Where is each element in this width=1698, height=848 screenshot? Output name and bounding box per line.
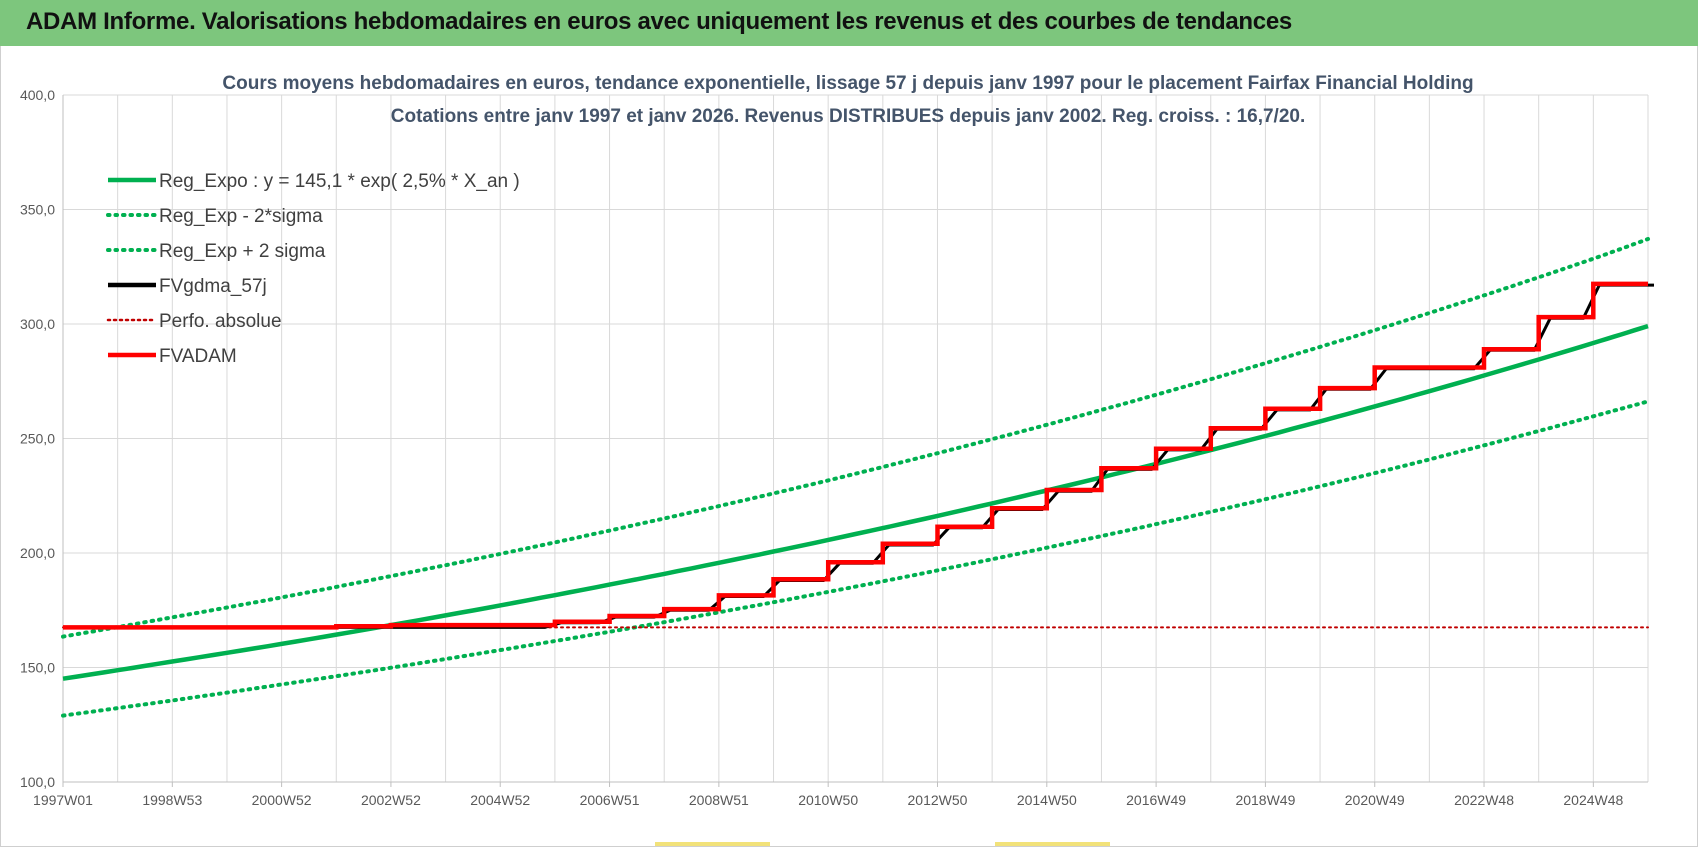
- x-tick-label: 1998W53: [142, 792, 202, 808]
- x-tick-label: 2002W52: [361, 792, 421, 808]
- series-line-reg-exp-2-sigma: [61, 237, 1650, 639]
- x-tick-label: 2006W51: [580, 792, 640, 808]
- x-tick-label: 2008W51: [689, 792, 749, 808]
- series-layer: [61, 237, 1654, 718]
- page-title: ADAM Informe. Valorisations hebdomadaire…: [26, 8, 1292, 35]
- legend-entry: Reg_Exp + 2 sigma: [159, 241, 326, 262]
- y-tick-label: 200,0: [20, 545, 55, 561]
- bottom-mark-2: [995, 842, 1110, 846]
- legend-entry: FVADAM: [159, 346, 237, 367]
- x-tick-label: 2016W49: [1126, 792, 1186, 808]
- y-tick-label: 300,0: [20, 316, 55, 332]
- x-tick-label: 2018W49: [1235, 792, 1295, 808]
- axis-layer: 400,0 350,0 300,0 250,0 200,0 150,0 100,0 1997W…: [20, 87, 1648, 808]
- legend-entry: FVgdma_57j: [159, 276, 267, 297]
- legend-entry: Reg_Expo : y = 145,1 * exp( 2,5% * X_an …: [159, 171, 520, 192]
- series-line-fvgdma-57j: [63, 283, 1654, 629]
- chart-frame: [0, 46, 1698, 847]
- grid-layer: [62, 94, 1649, 783]
- y-tick-label: 350,0: [20, 202, 55, 218]
- bottom-mark-1: [655, 842, 770, 846]
- y-tick-label: 150,0: [20, 660, 55, 676]
- x-tick-label: 2012W50: [908, 792, 968, 808]
- legend-entry: Perfo. absolue: [159, 311, 282, 332]
- x-tick-label: 1997W01: [33, 792, 93, 808]
- x-tick-label: 2024W48: [1563, 792, 1623, 808]
- x-tick-label: 2004W52: [470, 792, 530, 808]
- y-tick-label: 400,0: [20, 87, 55, 103]
- legend: Reg_Expo : y = 145,1 * exp( 2,5% * X_an …: [106, 171, 520, 367]
- x-tick-label: 2022W48: [1454, 792, 1514, 808]
- x-tick-label: 2010W50: [798, 792, 858, 808]
- y-tick-label: 100,0: [20, 774, 55, 790]
- legend-entry: Reg_Exp - 2*sigma: [159, 206, 323, 227]
- x-tick-label: 2000W52: [252, 792, 312, 808]
- series-line-reg-exp-2-sigma: [61, 399, 1650, 718]
- chart-title: Cours moyens hebdomadaires en euros, ten…: [222, 73, 1473, 94]
- series-line-reg-expo-y-145-1-exp-2-5-x-an: [62, 323, 1649, 681]
- x-tick-label: 2014W50: [1017, 792, 1077, 808]
- y-tick-label: 250,0: [20, 431, 55, 447]
- series-line-fvadam: [63, 281, 1648, 630]
- x-tick-label: 2020W49: [1345, 792, 1405, 808]
- chart-subtitle: Cotations entre janv 1997 et janv 2026. …: [391, 106, 1306, 127]
- header-banner: ADAM Informe. Valorisations hebdomadaire…: [0, 0, 1698, 47]
